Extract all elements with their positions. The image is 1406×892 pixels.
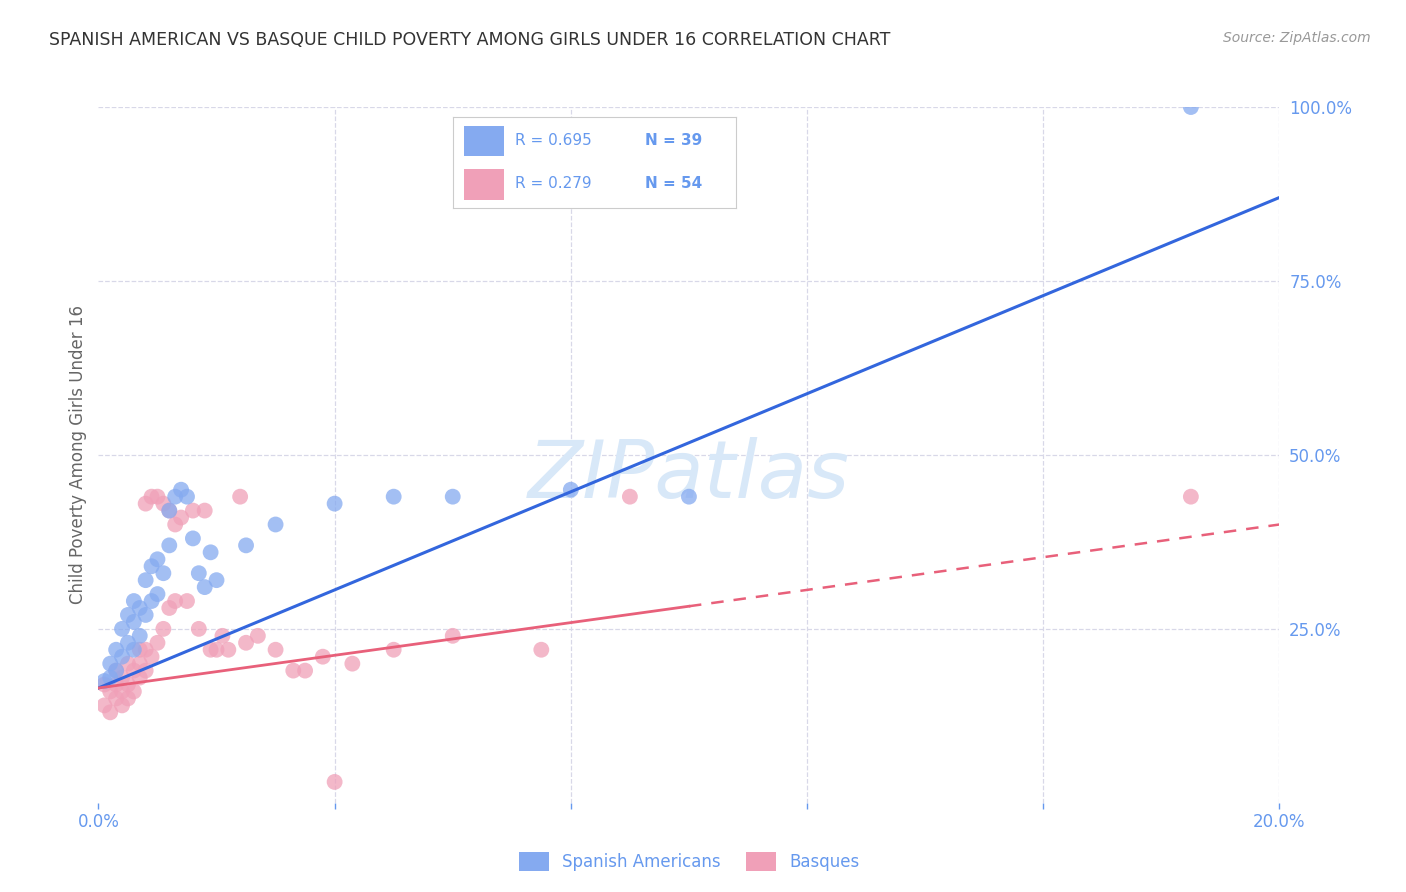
Point [530,642,553,657]
Point [98,706,121,720]
Point [200,642,222,657]
Point [205,642,228,657]
Point [205,573,228,587]
Point [135,573,157,587]
Point [246,629,269,643]
Point [229,490,252,504]
Point [98,684,121,698]
Point [111,698,134,713]
Point [165,517,187,532]
Point [152,566,174,581]
Point [141,490,163,504]
Point [264,517,287,532]
Point [187,566,209,581]
Point [200,545,222,559]
Point [122,642,145,657]
Point [441,490,464,504]
Point [105,642,128,657]
Point [111,671,134,685]
Point [141,649,163,664]
Point [122,594,145,608]
Point [122,615,145,629]
Point [217,642,239,657]
Point [1180,100,1202,114]
Point [441,629,464,643]
Point [194,580,217,594]
Point [105,664,128,678]
Point [93,698,115,713]
Point [105,677,128,691]
Point [105,664,128,678]
Point [111,649,134,664]
Point [146,552,169,566]
Point [194,503,217,517]
Point [211,629,233,643]
Point [235,636,257,650]
Point [678,490,700,504]
Text: SPANISH AMERICAN VS BASQUE CHILD POVERTY AMONG GIRLS UNDER 16 CORRELATION CHART: SPANISH AMERICAN VS BASQUE CHILD POVERTY… [49,31,890,49]
Point [117,691,139,706]
Point [170,510,193,524]
Point [146,636,169,650]
Point [619,490,641,504]
Text: Source: ZipAtlas.com: Source: ZipAtlas.com [1223,31,1371,45]
Point [122,664,145,678]
Point [1180,490,1202,504]
Point [105,691,128,706]
Point [294,664,316,678]
Point [181,503,204,517]
Point [122,684,145,698]
Point [111,622,134,636]
Point [135,607,157,622]
Point [117,636,139,650]
Point [135,664,157,678]
Text: ZIPatlas: ZIPatlas [527,437,851,515]
Point [157,538,180,552]
Point [146,490,169,504]
Point [323,497,346,511]
Point [283,664,305,678]
Point [323,775,346,789]
Point [117,657,139,671]
Point [312,649,335,664]
Point [98,657,121,671]
Point [128,629,150,643]
Point [170,483,193,497]
Point [128,642,150,657]
Point [187,622,209,636]
Point [181,532,204,546]
Point [141,594,163,608]
Point [135,497,157,511]
Point [157,503,180,517]
Point [93,674,115,689]
Point [128,657,150,671]
Point [117,607,139,622]
Point [152,622,174,636]
Point [382,490,405,504]
Point [93,677,115,691]
Point [98,671,121,685]
Point [157,503,180,517]
Point [135,642,157,657]
Point [146,587,169,601]
Point [152,497,174,511]
Point [165,594,187,608]
Point [117,677,139,691]
Point [141,559,163,574]
Point [342,657,364,671]
Point [165,490,187,504]
Legend: Spanish Americans, Basques: Spanish Americans, Basques [512,846,866,878]
Point [176,594,198,608]
Point [128,671,150,685]
Point [382,642,405,657]
Point [128,601,150,615]
Y-axis label: Child Poverty Among Girls Under 16: Child Poverty Among Girls Under 16 [69,305,87,605]
Point [157,601,180,615]
Point [560,483,582,497]
Point [235,538,257,552]
Point [176,490,198,504]
Point [111,684,134,698]
Point [264,642,287,657]
